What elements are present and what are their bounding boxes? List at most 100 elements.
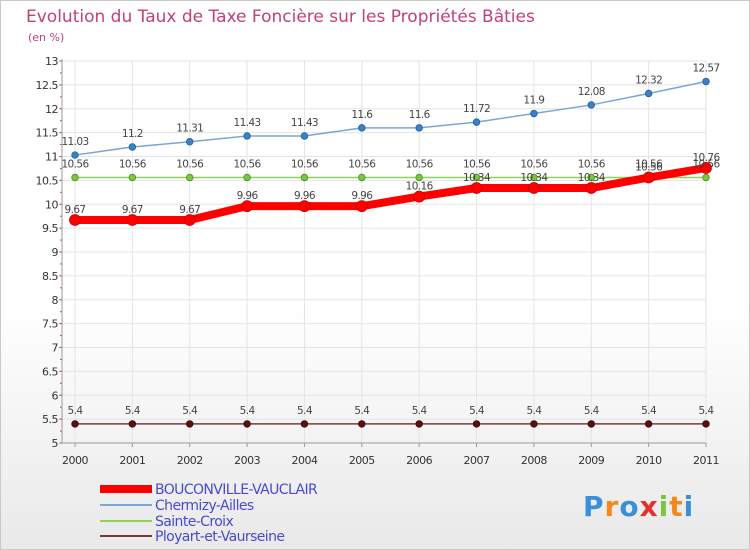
data-point-ployart-et-vaurseine xyxy=(472,420,481,428)
grid xyxy=(62,60,707,444)
data-label-ployart-et-vaurseine: 5.4 xyxy=(412,405,428,417)
y-tick-label: 11.5 xyxy=(36,127,59,140)
data-labels-layer: 5.4 5.4 5.4 5.4 5.4 5.4 5.4 5.4 5.4 5.4 5.4 5.4 10.5… xyxy=(61,63,721,417)
data-label-bouconville-vauclair: 10.56 xyxy=(635,162,663,174)
data-label-ployart-et-vaurseine: 5.4 xyxy=(584,405,600,417)
data-label-bouconville-vauclair: 9.67 xyxy=(179,204,200,216)
brand-letter: t xyxy=(669,490,683,523)
data-point-ployart-et-vaurseine xyxy=(358,420,366,428)
data-label-sainte-croix: 10.56 xyxy=(692,159,720,171)
data-point-ployart-et-vaurseine xyxy=(300,420,309,428)
y-tick-label: 8 xyxy=(52,294,59,307)
y-tick-label: 11 xyxy=(45,151,58,164)
series-line-bouconville-vauclair xyxy=(71,163,710,225)
legend-label-chermizy-ailles: Chermizy-Ailles xyxy=(155,498,254,514)
data-point-ployart-et-vaurseine xyxy=(128,420,137,428)
data-label-chermizy-ailles: 11.6 xyxy=(409,109,431,121)
data-point-ployart-et-vaurseine xyxy=(644,420,653,428)
data-label-sainte-croix: 10.56 xyxy=(234,159,262,171)
x-tick-label: 2003 xyxy=(234,454,260,467)
brand-letter: r xyxy=(605,490,620,523)
data-label-chermizy-ailles: 12.08 xyxy=(578,86,605,98)
y-tick-label: 8.5 xyxy=(42,270,58,283)
data-label-bouconville-vauclair: 9.96 xyxy=(237,190,259,202)
x-tick-label: 2002 xyxy=(177,454,203,467)
y-tick-label: 6.5 xyxy=(42,365,58,378)
data-label-sainte-croix: 10.56 xyxy=(635,159,663,171)
chart-title: Evolution du Taux de Taxe Foncière sur l… xyxy=(26,7,535,27)
data-label-sainte-croix: 10.56 xyxy=(291,159,319,171)
data-label-chermizy-ailles: 11.9 xyxy=(523,95,544,107)
x-tick-label: 2001 xyxy=(119,454,145,467)
x-tick-label: 2007 xyxy=(464,454,490,467)
data-point-chermizy-ailles xyxy=(243,132,251,140)
data-point-chermizy-ailles xyxy=(702,77,710,86)
proxiti-logo: Proxiti xyxy=(583,490,695,523)
data-label-bouconville-vauclair: 9.67 xyxy=(122,204,143,216)
chart-subtitle: (en %) xyxy=(28,31,64,44)
data-label-bouconville-vauclair: 9.96 xyxy=(351,190,373,202)
legend: BOUCONVILLE-VAUCLAIRChermizy-AillesSaint… xyxy=(100,482,319,545)
y-tick-label: 12.5 xyxy=(36,79,59,92)
data-point-bouconville-vauclair xyxy=(183,214,196,226)
x-tick-label: 2008 xyxy=(521,454,547,467)
data-label-sainte-croix: 10.56 xyxy=(176,159,204,171)
data-point-ployart-et-vaurseine xyxy=(415,420,423,428)
legend-label-sainte-croix: Sainte-Croix xyxy=(155,514,233,530)
data-point-sainte-croix xyxy=(358,173,366,182)
data-point-bouconville-vauclair xyxy=(642,171,655,184)
data-label-sainte-croix: 10.56 xyxy=(61,159,89,171)
x-tick-label: 2011 xyxy=(693,454,719,467)
data-point-bouconville-vauclair xyxy=(298,200,311,213)
data-point-chermizy-ailles xyxy=(128,143,137,151)
legend-label-ployart-et-vaurseine: Ployart-et-Vaurseine xyxy=(155,529,284,545)
data-point-bouconville-vauclair xyxy=(241,200,253,213)
data-point-chermizy-ailles xyxy=(530,109,538,118)
data-label-sainte-croix: 10.56 xyxy=(578,159,606,171)
data-point-chermizy-ailles xyxy=(415,124,423,132)
brand-letter: i xyxy=(684,490,695,523)
data-point-ployart-et-vaurseine xyxy=(702,420,710,428)
brand-letter: x xyxy=(640,490,659,523)
y-tick-label: 13 xyxy=(45,55,58,68)
data-point-bouconville-vauclair xyxy=(470,182,483,194)
data-point-sainte-croix xyxy=(128,173,137,182)
data-label-chermizy-ailles: 12.32 xyxy=(635,74,662,86)
y-tick-label: 5 xyxy=(52,437,59,450)
data-label-chermizy-ailles: 12.57 xyxy=(692,63,719,75)
data-point-chermizy-ailles xyxy=(186,137,194,146)
x-tick-label: 2000 xyxy=(62,454,88,467)
y-tick-label: 9.5 xyxy=(42,222,58,235)
data-label-sainte-croix: 10.56 xyxy=(348,159,376,171)
x-tick-label: 2009 xyxy=(578,454,604,467)
data-label-ployart-et-vaurseine: 5.4 xyxy=(125,405,141,417)
data-label-bouconville-vauclair: 10.34 xyxy=(463,172,491,184)
x-tick-label: 2005 xyxy=(349,454,375,467)
data-label-ployart-et-vaurseine: 5.4 xyxy=(354,405,370,417)
data-point-bouconville-vauclair xyxy=(700,162,712,174)
data-label-ployart-et-vaurseine: 5.4 xyxy=(699,405,715,417)
data-label-chermizy-ailles: 11.2 xyxy=(122,128,143,140)
data-point-ployart-et-vaurseine xyxy=(530,420,538,428)
x-tick-label: 2004 xyxy=(291,454,317,467)
data-point-ployart-et-vaurseine xyxy=(243,420,251,428)
brand-letter: o xyxy=(619,490,639,523)
series-bouconville-vauclair xyxy=(69,162,712,226)
data-point-sainte-croix xyxy=(243,173,251,182)
data-label-bouconville-vauclair: 10.16 xyxy=(406,181,434,193)
x-tick-label: 2006 xyxy=(406,454,432,467)
data-point-chermizy-ailles xyxy=(587,101,595,109)
data-point-ployart-et-vaurseine xyxy=(186,420,194,428)
data-label-ployart-et-vaurseine: 5.4 xyxy=(182,405,198,417)
data-point-ployart-et-vaurseine xyxy=(71,420,79,428)
y-tick-label: 10.5 xyxy=(36,174,59,187)
data-point-sainte-croix xyxy=(300,173,309,182)
data-point-chermizy-ailles xyxy=(71,151,79,159)
data-point-bouconville-vauclair xyxy=(126,214,139,226)
data-point-chermizy-ailles xyxy=(358,124,366,132)
data-label-chermizy-ailles: 11.6 xyxy=(351,109,373,121)
series-line-chermizy-ailles xyxy=(74,80,707,156)
data-label-ployart-et-vaurseine: 5.4 xyxy=(68,405,84,417)
